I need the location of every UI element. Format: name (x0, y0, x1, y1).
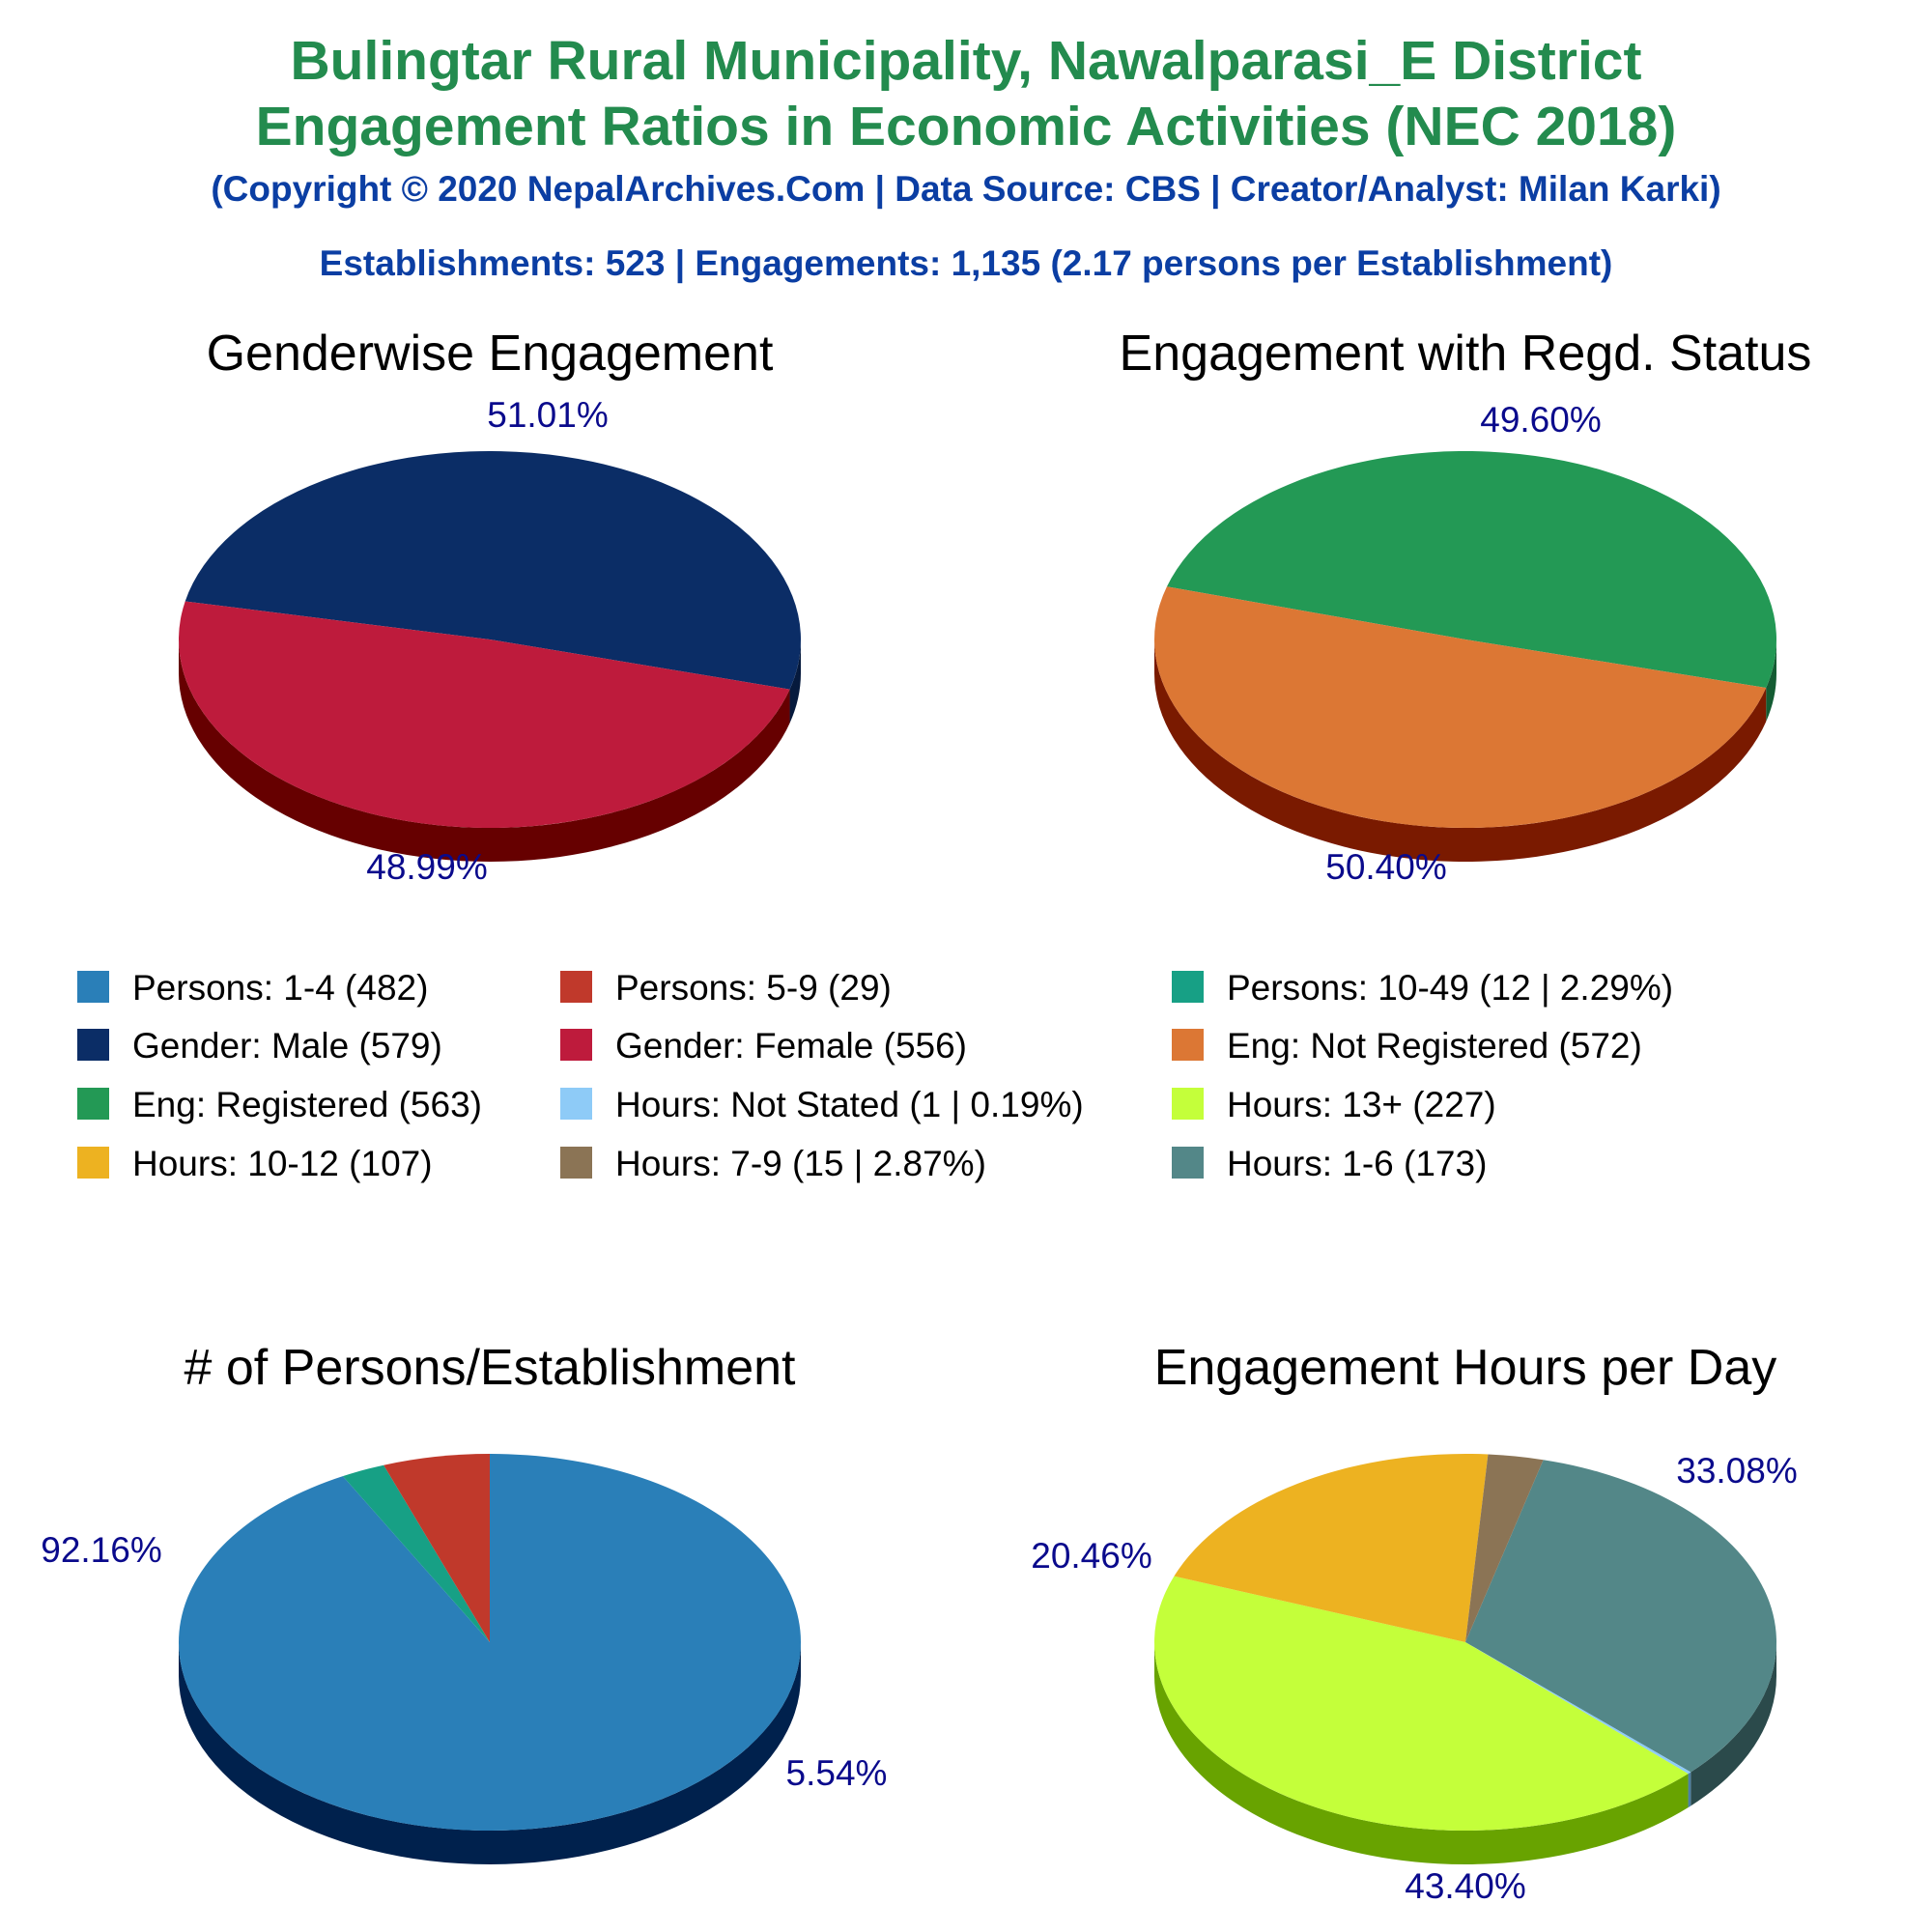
legend-swatch (77, 971, 109, 1003)
legend: Persons: 1-4 (482) Persons: 5-9 (29) Perso… (77, 968, 1673, 1183)
pie-engagement-with-regd-status: Engagement with Regd. Status 49.60% 50.40% (1120, 326, 1812, 887)
legend-swatch (1172, 1088, 1204, 1120)
pie-side-hours-not-stated (1688, 1772, 1691, 1808)
pie-sides (179, 1642, 801, 1864)
legend-swatch (1172, 1029, 1204, 1061)
summary-line: Establishments: 523 | Engagements: 1,135… (320, 243, 1613, 284)
legend-swatch (77, 1029, 109, 1061)
pie-title: Genderwise Engagement (207, 326, 774, 382)
chart-title-line2: Engagement Ratios in Economic Activities… (256, 96, 1677, 157)
pie-percent-label: 92.16% (41, 1530, 162, 1570)
pie-slice-hours-13 (1153, 1576, 1689, 1832)
pie-slice-gender-male (185, 451, 802, 690)
pie-percent-label: 49.60% (1480, 400, 1602, 440)
pie-slice-eng-registered (1166, 450, 1777, 689)
legend-label: Hours: 7-9 (15 | 2.87%) (615, 1144, 986, 1183)
pie-side-gender-male (789, 639, 801, 724)
legend-item-persons-10-49-12-2-29: Persons: 10-49 (12 | 2.29%) (1172, 968, 1673, 1008)
pie-top (178, 451, 802, 829)
legend-label: Persons: 10-49 (12 | 2.29%) (1227, 968, 1673, 1008)
pie-of-persons-establishment: # of Persons/Establishment 92.16% 5.54% (41, 1340, 887, 1864)
copyright-line: (Copyright © 2020 NepalArchives.Com | Da… (211, 169, 1720, 210)
legend-item-gender-male-579: Gender: Male (579) (77, 1026, 442, 1065)
legend-swatch (77, 1147, 109, 1179)
legend-label: Persons: 5-9 (29) (615, 968, 892, 1008)
pie-side-hours-1-6 (1690, 1642, 1776, 1806)
pie-percent-label: 51.01% (487, 395, 609, 435)
pie-slice-eng-not-registered (1154, 586, 1767, 828)
pie-slice-hours-1-6 (1465, 1460, 1777, 1773)
legend-label: Gender: Female (556) (615, 1026, 967, 1065)
pie-side-eng-registered (1766, 639, 1776, 723)
legend-label: Hours: 13+ (227) (1227, 1085, 1496, 1124)
legend-swatch (560, 1029, 592, 1061)
legend-item-eng-not-registered-572: Eng: Not Registered (572) (1172, 1026, 1642, 1065)
legend-swatch (1172, 971, 1204, 1003)
pie-title: # of Persons/Establishment (185, 1340, 797, 1396)
pie-top (1154, 450, 1777, 828)
pie-sides (179, 639, 801, 862)
pie-side-eng-not-registered (1154, 639, 1767, 863)
pie-slice-persons-5-9 (384, 1454, 490, 1642)
pie-side-hours-13 (1154, 1642, 1689, 1865)
legend-item-hours-13-227: Hours: 13+ (227) (1172, 1085, 1496, 1124)
legend-swatch (560, 1088, 592, 1120)
legend-swatch (560, 1147, 592, 1179)
pie-charts: Genderwise Engagement 51.01% 48.99% Engagem… (41, 326, 1811, 1906)
pie-percent-label: 5.54% (786, 1753, 888, 1793)
pie-slice-hours-7-9 (1465, 1454, 1544, 1642)
legend-label: Gender: Male (579) (132, 1026, 442, 1065)
legend-item-persons-5-9-29: Persons: 5-9 (29) (560, 968, 892, 1008)
legend-label: Eng: Not Registered (572) (1227, 1026, 1642, 1065)
pie-percent-label: 20.46% (1031, 1536, 1152, 1576)
legend-item-gender-female-556: Gender: Female (556) (560, 1026, 967, 1065)
pie-slice-persons-10-49 (342, 1464, 490, 1642)
legend-item-hours-10-12-107: Hours: 10-12 (107) (77, 1144, 433, 1183)
legend-item-eng-registered-563: Eng: Registered (563) (77, 1085, 482, 1124)
legend-label: Hours: 10-12 (107) (132, 1144, 433, 1183)
legend-swatch (560, 971, 592, 1003)
pie-side-gender-female (179, 639, 790, 862)
legend-label: Persons: 1-4 (482) (132, 968, 428, 1008)
pie-engagement-hours-per-day: Engagement Hours per Day 33.08% 43.40% 20.4… (1031, 1340, 1798, 1906)
pie-top (1153, 1454, 1777, 1832)
pie-title: Engagement with Regd. Status (1120, 326, 1812, 382)
legend-item-hours-1-6-173: Hours: 1-6 (173) (1172, 1144, 1487, 1183)
pie-slice-persons-1-4 (179, 1454, 802, 1831)
pie-percent-label: 48.99% (366, 847, 488, 887)
pie-genderwise-engagement: Genderwise Engagement 51.01% 48.99% (178, 326, 802, 887)
legend-swatch (1172, 1147, 1204, 1179)
legend-item-persons-1-4-482: Persons: 1-4 (482) (77, 968, 428, 1008)
pie-percent-label: 50.40% (1325, 847, 1447, 887)
legend-item-hours-not-stated-1-0-19: Hours: Not Stated (1 | 0.19%) (560, 1085, 1084, 1124)
pie-sides (1154, 1642, 1776, 1865)
chart-title-line1: Bulingtar Rural Municipality, Nawalparas… (291, 30, 1642, 92)
pie-percent-label: 43.40% (1405, 1866, 1526, 1906)
pie-slice-hours-10-12 (1174, 1454, 1489, 1642)
legend-label: Eng: Registered (563) (132, 1085, 482, 1124)
pie-title: Engagement Hours per Day (1154, 1340, 1777, 1396)
legend-item-hours-7-9-15-2-87: Hours: 7-9 (15 | 2.87%) (560, 1144, 986, 1183)
legend-label: Hours: Not Stated (1 | 0.19%) (615, 1085, 1084, 1124)
pie-slice-hours-not-stated (1465, 1642, 1691, 1775)
pie-side-persons-1-4 (179, 1642, 801, 1864)
pie-top (179, 1454, 802, 1831)
legend-label: Hours: 1-6 (173) (1227, 1144, 1487, 1183)
pie-slice-gender-female (178, 601, 790, 829)
pie-sides (1154, 639, 1776, 863)
legend-swatch (77, 1088, 109, 1120)
pie-percent-label: 33.08% (1676, 1451, 1798, 1491)
